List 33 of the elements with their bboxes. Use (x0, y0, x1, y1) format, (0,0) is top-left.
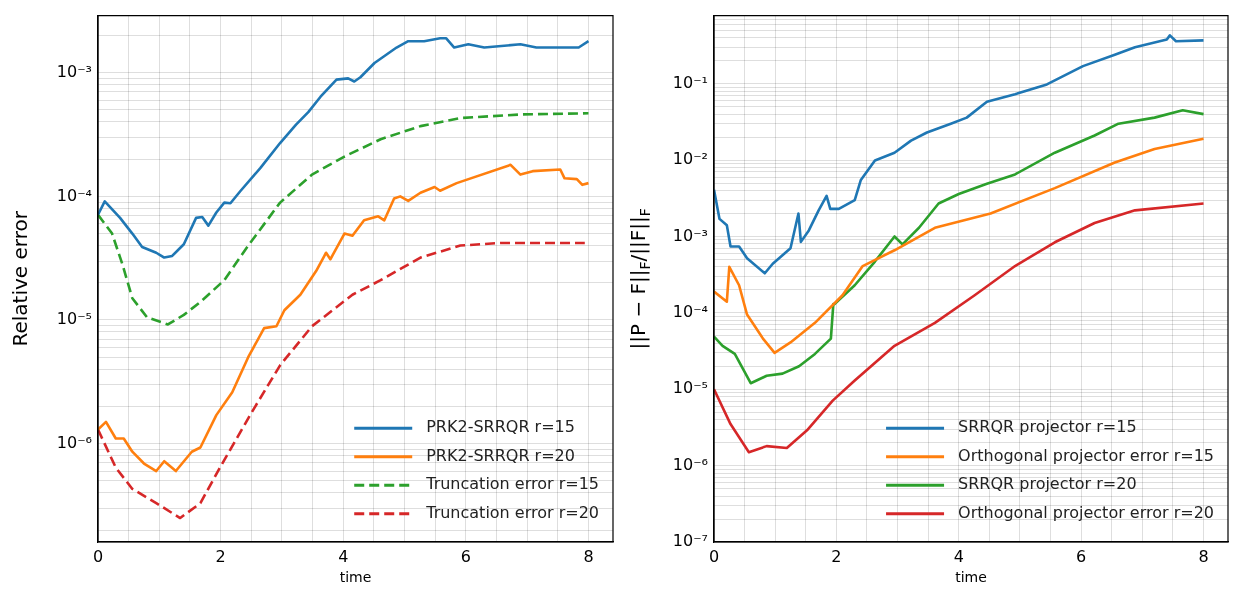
x-tick-label: 4 (338, 546, 349, 566)
y-tick-label: 10⁻⁵ (56, 309, 92, 329)
legend-label: Truncation error r=20 (425, 502, 599, 522)
x-tick-label: 4 (953, 546, 964, 566)
legend-label: SRRQR projector r=20 (958, 474, 1137, 494)
y-tick-label: 10⁻³ (56, 61, 92, 81)
x-tick-label: 0 (708, 546, 720, 566)
x-tick-label: 8 (1198, 546, 1209, 566)
x-axis-title: time (339, 569, 372, 586)
x-tick-label: 6 (1076, 546, 1087, 566)
y-tick-label: 10⁻⁶ (56, 432, 92, 452)
legend-label: Truncation error r=15 (425, 474, 599, 494)
x-axis-title: time (955, 569, 987, 586)
legend-label: PRK2-SRRQR r=15 (426, 417, 575, 437)
x-tick-label: 2 (831, 546, 842, 566)
x-tick-label: 6 (460, 546, 471, 566)
y-tick-label: 10⁻⁶ (672, 454, 708, 474)
y-axis-title: Relative error (8, 210, 33, 347)
y-tick-label: 10⁻² (672, 149, 708, 169)
legend-label: PRK2-SRRQR r=20 (426, 445, 575, 465)
legend-label: Orthogonal projector error r=20 (958, 502, 1215, 522)
y-tick-label: 10⁻³ (672, 225, 708, 245)
y-tick-label: 10⁻⁷ (672, 531, 708, 551)
line-series (98, 112, 590, 326)
y-tick-label: 10⁻⁴ (56, 185, 92, 205)
y-tick-label: 10⁻⁴ (672, 302, 708, 322)
x-tick-label: 2 (215, 546, 226, 566)
y-tick-label: 10⁻⁵ (672, 378, 708, 398)
legend-label: SRRQR projector r=15 (958, 417, 1137, 437)
legend-label: Orthogonal projector error r=15 (958, 445, 1215, 465)
x-tick-label: 8 (583, 546, 594, 566)
x-tick-label: 0 (92, 546, 104, 566)
y-tick-label: 10⁻¹ (672, 72, 708, 92)
